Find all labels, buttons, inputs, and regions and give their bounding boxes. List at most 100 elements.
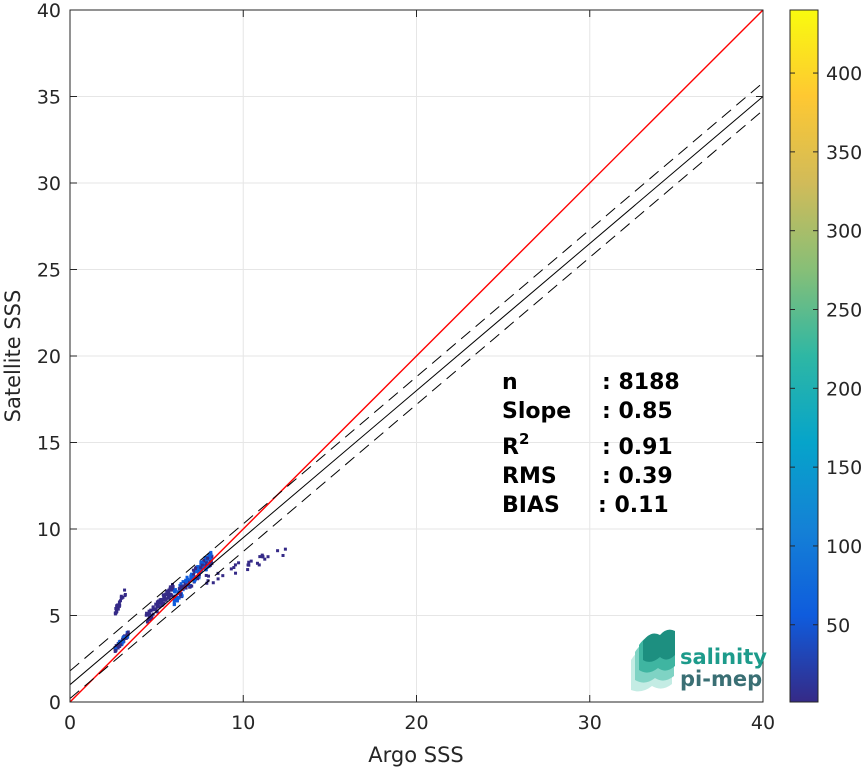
- density-point: [237, 561, 241, 565]
- density-point: [183, 582, 187, 586]
- density-point: [187, 579, 191, 583]
- density-point: [209, 556, 213, 560]
- density-point: [116, 605, 120, 609]
- density-point: [116, 607, 120, 611]
- density-point: [117, 602, 121, 606]
- density-point: [196, 577, 200, 581]
- density-point: [172, 602, 176, 606]
- density-point: [122, 635, 126, 639]
- density-point: [113, 647, 117, 651]
- line-regression: [70, 96, 763, 686]
- density-point: [177, 587, 181, 591]
- density-point: [260, 553, 264, 557]
- density-point: [182, 584, 186, 588]
- density-point: [145, 620, 149, 624]
- density-point: [160, 600, 164, 604]
- y-tick-label: 5: [49, 606, 61, 628]
- density-point: [168, 587, 172, 591]
- stat-r2-superscript: 2: [519, 430, 529, 448]
- density-point: [181, 580, 185, 584]
- density-point: [151, 605, 155, 609]
- density-point: [172, 600, 176, 604]
- x-tick-label: 0: [64, 712, 76, 734]
- stat-n-value: : 8188: [602, 370, 680, 395]
- density-point: [119, 643, 123, 647]
- y-tick-label: 35: [37, 87, 61, 109]
- density-point: [185, 580, 189, 584]
- density-point: [117, 600, 121, 604]
- density-point: [263, 557, 267, 561]
- density-point: [155, 600, 159, 604]
- density-point: [200, 563, 204, 567]
- density-point: [281, 553, 285, 557]
- y-tick-label: 40: [37, 0, 61, 22]
- stat-r2-value: : 0.91: [602, 435, 673, 460]
- density-point: [229, 567, 233, 571]
- density-point: [158, 605, 162, 609]
- density-point: [164, 597, 168, 601]
- density-point: [168, 588, 172, 592]
- density-point: [167, 590, 171, 594]
- density-point: [204, 573, 208, 577]
- density-point: [123, 588, 127, 592]
- density-point: [147, 612, 151, 616]
- density-point: [162, 601, 166, 605]
- density-point: [170, 587, 174, 591]
- colorbar-tick-label: 100: [826, 536, 862, 558]
- density-point: [205, 558, 209, 562]
- y-tick-label: 15: [37, 433, 61, 455]
- density-point: [246, 563, 250, 567]
- density-point: [123, 592, 127, 596]
- colorbar-ticks: 50 100 150 200 250 300 350 400: [790, 63, 862, 637]
- density-point: [167, 596, 171, 600]
- density-point: [246, 568, 250, 572]
- density-point: [208, 555, 212, 559]
- density-point: [115, 610, 119, 614]
- x-tick-label: 20: [404, 712, 428, 734]
- y-tick-label: 25: [37, 260, 61, 282]
- stat-slope-label: Slope: [502, 399, 571, 424]
- density-point: [207, 574, 211, 578]
- density-point: [161, 593, 165, 597]
- density-point: [191, 568, 195, 572]
- density-point: [258, 555, 262, 559]
- density-point: [126, 630, 130, 634]
- stat-slope-value: : 0.85: [602, 399, 673, 424]
- density-point: [164, 592, 168, 596]
- density-point: [210, 562, 214, 566]
- density-point: [154, 602, 158, 606]
- density-point: [216, 577, 220, 581]
- density-point: [255, 561, 259, 565]
- reference-lines: [70, 10, 763, 702]
- density-point: [206, 579, 210, 583]
- density-point: [190, 576, 194, 580]
- density-point: [116, 646, 120, 650]
- colorbar-frame: [789, 9, 819, 703]
- stat-rms-label: RMS: [502, 464, 557, 489]
- density-point: [147, 609, 151, 613]
- density-point: [173, 589, 177, 593]
- stat-bias-label: BIAS: [502, 493, 560, 518]
- y-axis-label: Satellite SSS: [1, 290, 25, 423]
- density-point: [283, 547, 287, 551]
- density-point: [180, 594, 184, 598]
- density-point: [233, 563, 237, 567]
- y-tick-label: 0: [49, 692, 61, 714]
- y-tick-label: 10: [37, 519, 61, 541]
- density-point: [179, 584, 183, 588]
- density-point: [149, 608, 153, 612]
- density-point: [171, 585, 175, 589]
- density-point: [113, 649, 117, 653]
- colorbar-tick-label: 250: [826, 299, 862, 321]
- stat-r2-label: R2: [502, 430, 529, 460]
- density-point: [210, 554, 214, 558]
- density-point: [249, 559, 253, 563]
- density-point: [175, 599, 179, 603]
- density-point: [177, 596, 181, 600]
- density-point: [145, 611, 149, 615]
- x-tick-label: 30: [578, 712, 602, 734]
- density-point: [276, 549, 280, 553]
- density-point: [180, 586, 184, 590]
- density-point: [119, 594, 123, 598]
- density-point: [126, 632, 130, 636]
